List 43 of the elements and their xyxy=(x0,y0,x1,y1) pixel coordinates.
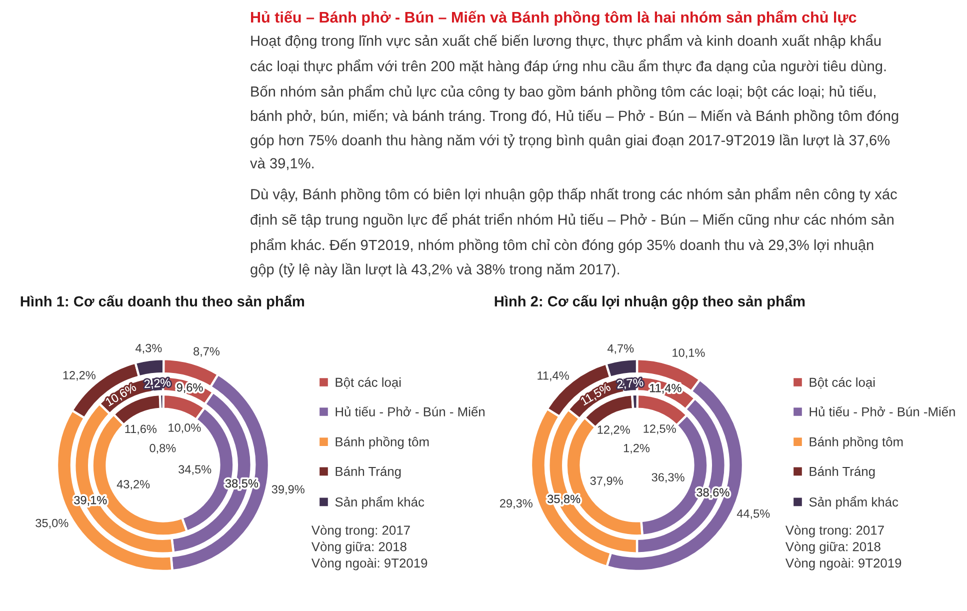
legend-label: Bột các loại xyxy=(336,377,401,389)
legend-label: Hủ tiếu - Phở - Bún - Miến xyxy=(336,406,484,416)
data-label: 10,0% xyxy=(168,424,201,434)
data-label: 29,3% xyxy=(500,499,532,509)
data-label: 9,6% xyxy=(176,383,203,394)
data-label: 0,8% xyxy=(150,444,176,454)
data-label: 12,5% xyxy=(644,424,676,434)
text: Hủ tiếu – Bánh phở - Bún – Miến và Bánh phồng tôm là hai nhóm sản phẩm chủ lực xyxy=(251,10,856,26)
data-label: 36,3% xyxy=(652,473,684,483)
data-label: 8,7% xyxy=(194,347,220,357)
text: Vòng giữa: 2018 xyxy=(785,542,880,554)
legend-label: Sản phẩm khác xyxy=(335,496,424,510)
legend-label: Bánh Tráng xyxy=(336,466,401,479)
data-label: 10,1% xyxy=(672,348,705,358)
data-label: 43,2% xyxy=(116,480,150,490)
legend-label: Sản phẩm khác xyxy=(809,496,898,510)
data-label: 1,2% xyxy=(624,444,650,454)
data-label: 35,0% xyxy=(36,518,68,529)
text: Vòng trong: 2017 xyxy=(785,525,884,538)
data-label: 39,9% xyxy=(272,485,304,495)
legend-label: Bánh phồng tôm xyxy=(810,436,903,449)
data-label: 12,2% xyxy=(598,425,630,436)
text: Vòng giữa: 2018 xyxy=(311,542,406,554)
data-label: 4,7% xyxy=(607,344,634,354)
chart-title: Hình 2: Cơ cấu lợi nhuận gộp theo sản phẩm xyxy=(494,294,805,310)
data-label: 34,5% xyxy=(178,465,212,475)
legend-label: Bánh phồng tôm xyxy=(336,436,429,449)
text: Dù vậy, Bánh phồng tôm có biên lợi nhuận gộp thấp nhất trong các nhóm sản phẩm nên công ty xác định sẽ tập trung nguồn lực để phát triển nhóm Hủ tiếu – Phở - Bún – Miến cũng như các nhóm sản phẩm khác. Đến 9T2019, nhóm phồng tôm chỉ còn đóng góp 35% doanh thu và 29,3% lợi nhuận gộp (tỷ lệ này lần lượt là 43,2% và 38% trong năm 2017). xyxy=(250,187,897,278)
text: Hoạt động trong lĩnh vực sản xuất chế biến lương thực, thực phẩm và kinh doanh xuất nhập khẩu các loại thực phẩm với trên 200 mặt hàng đáp ứng nhu cầu ẩm thực đa dạng của người tiêu dùng. Bốn nhóm sản phẩm chủ lực của công ty bao gồm bánh phồng tôm các loại; bột các loại; hủ tiếu, bánh phở, bún, miến; và bánh tráng. Trong đó, Hủ tiếu – Phở - Bún – Miến và Bánh phồng tôm đóng góp hơn 75% doanh thu hàng năm với tỷ trọng bình quân giai đoạn 2017-9T2019 lần lượt là 37,6% và 39,1%. xyxy=(250,34,898,170)
text: Vòng ngoài: 9T2019 xyxy=(311,558,428,570)
text: Vòng trong: 2017 xyxy=(311,525,410,538)
data-label: 11,4% xyxy=(650,384,682,394)
chart-title: Hình 1: Cơ cấu doanh thu theo sản phẩm xyxy=(20,294,304,310)
legend-label: Hủ tiếu - Phở - Bún -Miến xyxy=(810,406,955,416)
legend-label: Bánh Tráng xyxy=(810,466,875,479)
data-label: 12,2% xyxy=(63,371,96,381)
legend-label: Bột các loại xyxy=(810,377,875,389)
data-label: 4,3% xyxy=(136,344,162,354)
data-label: 44,5% xyxy=(736,509,770,520)
data-label: 37,9% xyxy=(590,476,623,486)
data-label: 11,4% xyxy=(538,371,569,382)
data-label: 11,6% xyxy=(125,424,157,435)
text: Vòng ngoài: 9T2019 xyxy=(785,558,902,570)
